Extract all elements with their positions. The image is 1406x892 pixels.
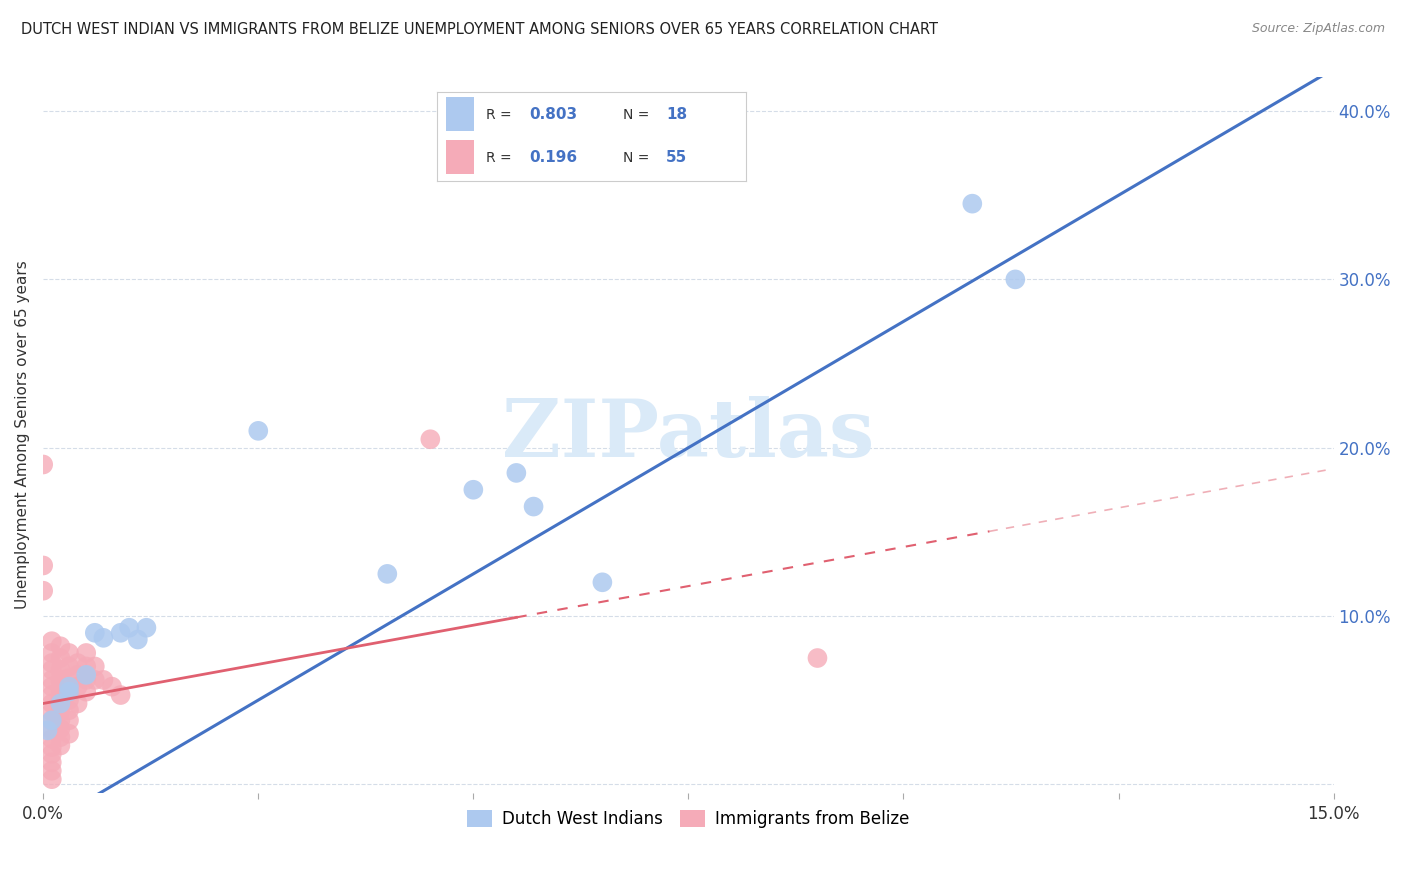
Point: [49, 663, 72, 677]
Point: [93, 631, 115, 645]
Point: [49, 651, 72, 665]
Y-axis label: Unemployment Among Seniors over 65 years: Unemployment Among Seniors over 65 years: [15, 260, 30, 609]
Point: [41, 680, 63, 694]
Legend: Dutch West Indians, Immigrants from Belize: Dutch West Indians, Immigrants from Beli…: [461, 803, 917, 834]
Point: [41, 697, 63, 711]
Text: DUTCH WEST INDIAN VS IMMIGRANTS FROM BELIZE UNEMPLOYMENT AMONG SENIORS OVER 65 Y: DUTCH WEST INDIAN VS IMMIGRANTS FROM BEL…: [21, 22, 938, 37]
Point: [83, 659, 105, 673]
Point: [41, 714, 63, 728]
Point: [49, 697, 72, 711]
Point: [419, 432, 441, 446]
Point: [41, 714, 63, 728]
Point: [37, 723, 59, 738]
Point: [32, 583, 55, 598]
Point: [49, 698, 72, 713]
Point: [75, 673, 97, 687]
Point: [505, 466, 527, 480]
Point: [41, 634, 63, 648]
Point: [375, 566, 398, 581]
Point: [58, 703, 80, 717]
Point: [41, 723, 63, 738]
Point: [75, 659, 97, 673]
Point: [1004, 272, 1026, 286]
Point: [58, 659, 80, 673]
Text: ZIPatlas: ZIPatlas: [502, 396, 875, 474]
Point: [41, 756, 63, 770]
Point: [522, 500, 544, 514]
Point: [110, 688, 132, 702]
Point: [49, 681, 72, 696]
Point: [101, 680, 124, 694]
Point: [58, 693, 80, 707]
Point: [58, 671, 80, 685]
Point: [83, 673, 105, 687]
Point: [41, 764, 63, 778]
Point: [806, 651, 828, 665]
Point: [41, 663, 63, 677]
Point: [58, 727, 80, 741]
Point: [463, 483, 485, 497]
Point: [75, 668, 97, 682]
Point: [83, 625, 105, 640]
Text: Source: ZipAtlas.com: Source: ZipAtlas.com: [1251, 22, 1385, 36]
Point: [49, 690, 72, 704]
Point: [49, 673, 72, 687]
Point: [58, 714, 80, 728]
Point: [49, 639, 72, 653]
Point: [93, 673, 115, 687]
Point: [41, 747, 63, 761]
Point: [41, 646, 63, 660]
Point: [41, 656, 63, 670]
Point: [32, 558, 55, 573]
Point: [49, 730, 72, 744]
Point: [118, 621, 141, 635]
Point: [49, 705, 72, 719]
Point: [135, 621, 157, 635]
Point: [41, 731, 63, 746]
Point: [75, 684, 97, 698]
Point: [41, 673, 63, 687]
Point: [127, 632, 149, 647]
Point: [49, 739, 72, 753]
Point: [49, 722, 72, 736]
Point: [58, 681, 80, 696]
Point: [41, 705, 63, 719]
Point: [32, 458, 55, 472]
Point: [75, 646, 97, 660]
Point: [66, 656, 89, 670]
Point: [962, 196, 984, 211]
Point: [66, 668, 89, 682]
Point: [66, 697, 89, 711]
Point: [41, 772, 63, 787]
Point: [41, 688, 63, 702]
Point: [58, 684, 80, 698]
Point: [58, 680, 80, 694]
Point: [591, 575, 613, 590]
Point: [58, 646, 80, 660]
Point: [247, 424, 270, 438]
Point: [49, 714, 72, 728]
Point: [66, 680, 89, 694]
Point: [41, 740, 63, 755]
Point: [110, 625, 132, 640]
